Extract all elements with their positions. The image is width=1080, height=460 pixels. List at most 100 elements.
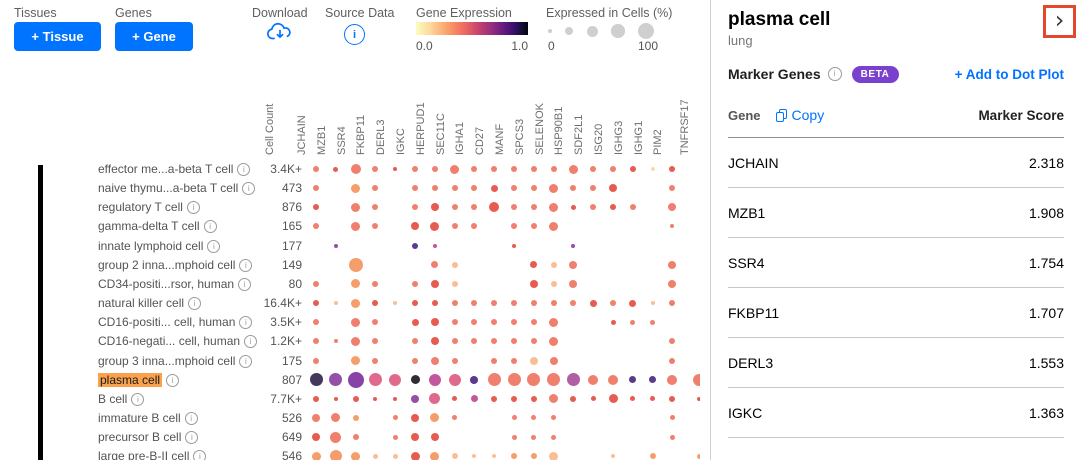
gene-column-HSP90B1[interactable]: HSP90B1 xyxy=(553,106,566,155)
cell-type-label-selected[interactable]: plasma cell xyxy=(98,372,163,387)
cell-type-info-icon[interactable]: i xyxy=(242,182,256,196)
cell-type-label[interactable]: CD16-negati... cell, human xyxy=(98,334,241,349)
expression-dot xyxy=(550,261,557,268)
marker-gene-name[interactable]: IGKC xyxy=(728,404,763,421)
cell-type-label[interactable]: large pre-B-II cell xyxy=(98,449,190,460)
gene-column-FKBP11[interactable]: FKBP11 xyxy=(355,114,368,155)
cell-type-info-icon[interactable]: i xyxy=(131,392,145,406)
expression-dot xyxy=(491,395,498,402)
gene-column-HERPUD1[interactable]: HERPUD1 xyxy=(414,102,427,155)
gene-column-SDF2L1[interactable]: SDF2L1 xyxy=(573,114,586,155)
expression-dot xyxy=(693,373,700,386)
gene-column-MZB1[interactable]: MZB1 xyxy=(315,125,328,155)
gene-column-TNFRSF17[interactable]: TNFRSF17 xyxy=(679,99,692,155)
cell-type-label[interactable]: CD34-positi...rsor, human xyxy=(98,276,235,291)
gene-column-MANF[interactable]: MANF xyxy=(494,123,506,155)
gene-column-SELENOK[interactable]: SELENOK xyxy=(533,103,546,155)
cell-type-info-icon[interactable]: i xyxy=(239,354,253,368)
cell-type-info-icon[interactable]: i xyxy=(244,335,258,349)
expression-dot xyxy=(511,434,517,440)
gene-column-IGHG1[interactable]: IGHG1 xyxy=(632,120,645,155)
source-data-button[interactable]: i xyxy=(344,24,365,45)
marker-gene-name[interactable]: FKBP11 xyxy=(728,304,780,321)
expression-dot xyxy=(531,415,537,421)
expression-dot xyxy=(351,317,361,327)
add-tissue-button[interactable]: + Tissue xyxy=(14,22,101,51)
marker-gene-name[interactable]: SSR4 xyxy=(728,254,765,271)
expression-dot xyxy=(313,357,319,364)
gene-column-CD27[interactable]: CD27 xyxy=(474,126,487,155)
gene-column-SEC11C[interactable]: SEC11C xyxy=(434,113,447,155)
add-gene-button[interactable]: + Gene xyxy=(115,22,193,51)
gene-column-PIM2[interactable]: PIM2 xyxy=(652,129,665,155)
marker-score-value: 2.318 xyxy=(1028,154,1064,171)
cell-type-info-icon[interactable]: i xyxy=(188,297,202,311)
gene-column-SSR4[interactable]: SSR4 xyxy=(335,126,348,155)
cell-type-info-icon[interactable]: i xyxy=(207,239,221,253)
cell-type-info-icon[interactable]: i xyxy=(193,450,207,460)
cell-type-label[interactable]: group 2 inna...mphoid cell xyxy=(98,257,236,272)
cell-type-label[interactable]: effector me...a-beta T cell xyxy=(98,162,234,176)
expression-dot xyxy=(311,451,321,460)
cell-type-info-icon[interactable]: i xyxy=(185,431,199,445)
expression-dot xyxy=(428,373,441,386)
cell-type-label[interactable]: gamma-delta T cell xyxy=(98,219,200,234)
cell-type-label[interactable]: natural killer cell xyxy=(98,296,185,311)
cell-type-label[interactable]: naive thymu...a-beta T cell xyxy=(98,181,239,196)
copy-genes-button[interactable]: Copy xyxy=(775,107,824,123)
expression-dot xyxy=(448,373,461,386)
cell-type-info-icon[interactable]: i xyxy=(186,201,200,215)
cell-type-info-icon[interactable]: i xyxy=(239,258,253,272)
add-to-dot-plot-link[interactable]: + Add to Dot Plot xyxy=(954,66,1064,82)
cell-type-label[interactable]: group 3 inna...mphoid cell xyxy=(98,353,236,368)
expression-dot xyxy=(430,279,439,288)
cell-type-label[interactable]: innate lymphoid cell xyxy=(98,238,204,253)
expression-dot xyxy=(471,166,478,172)
cell-count-value: 7.7K+ xyxy=(270,391,302,406)
marker-genes-info-icon[interactable]: i xyxy=(827,67,842,81)
expression-dot xyxy=(610,319,616,325)
expression-dot xyxy=(351,279,361,289)
gene-column-DERL3[interactable]: DERL3 xyxy=(375,119,388,155)
cell-type-label[interactable]: immature B cell xyxy=(98,410,181,425)
gene-column-JCHAIN[interactable]: JCHAIN xyxy=(296,115,308,155)
expression-dot xyxy=(511,204,517,211)
marker-gene-name[interactable]: JCHAIN xyxy=(728,154,779,171)
expression-dot xyxy=(511,453,517,460)
cell-type-info-icon[interactable]: i xyxy=(203,220,217,234)
expression-dot xyxy=(669,415,675,421)
expression-dot xyxy=(350,164,361,174)
cell-type-label[interactable]: B cell xyxy=(98,391,128,406)
expression-dot xyxy=(511,357,517,364)
expression-dot xyxy=(451,185,458,192)
cell-type-info-icon[interactable]: i xyxy=(238,277,252,291)
gene-column-IGHG3[interactable]: IGHG3 xyxy=(612,120,625,155)
expression-dot xyxy=(352,414,359,421)
expression-dot xyxy=(432,243,437,248)
collapse-panel-button[interactable]: › xyxy=(1055,8,1065,36)
marker-gene-name[interactable]: DERL3 xyxy=(728,354,774,371)
gene-column-ISG20[interactable]: ISG20 xyxy=(593,123,605,155)
expression-dot xyxy=(313,204,319,211)
expression-dot xyxy=(669,185,676,192)
expression-dot xyxy=(511,185,517,192)
expression-dot xyxy=(313,166,319,172)
cell-type-info-icon[interactable]: i xyxy=(184,411,198,425)
expression-dot xyxy=(411,413,419,422)
expression-dot xyxy=(451,223,458,230)
expression-dot xyxy=(372,185,379,192)
expression-dot xyxy=(411,394,419,403)
cell-type-info-icon[interactable]: i xyxy=(237,163,251,176)
cell-type-label[interactable]: CD16-positi... cell, human xyxy=(98,315,236,330)
gene-column-IGKC[interactable]: IGKC xyxy=(395,128,407,155)
expression-dot xyxy=(530,395,537,402)
cell-type-label[interactable]: precursor B cell xyxy=(98,430,182,445)
gene-column-SPCS3[interactable]: SPCS3 xyxy=(513,118,526,155)
download-button[interactable] xyxy=(266,22,294,45)
cell-type-info-icon[interactable]: i xyxy=(166,373,180,387)
expression-dot xyxy=(650,396,656,402)
marker-gene-name[interactable]: MZB1 xyxy=(728,204,766,221)
cell-type-label[interactable]: regulatory T cell xyxy=(98,200,183,215)
cell-type-info-icon[interactable]: i xyxy=(239,316,253,330)
gene-column-IGHA1[interactable]: IGHA1 xyxy=(454,121,467,155)
